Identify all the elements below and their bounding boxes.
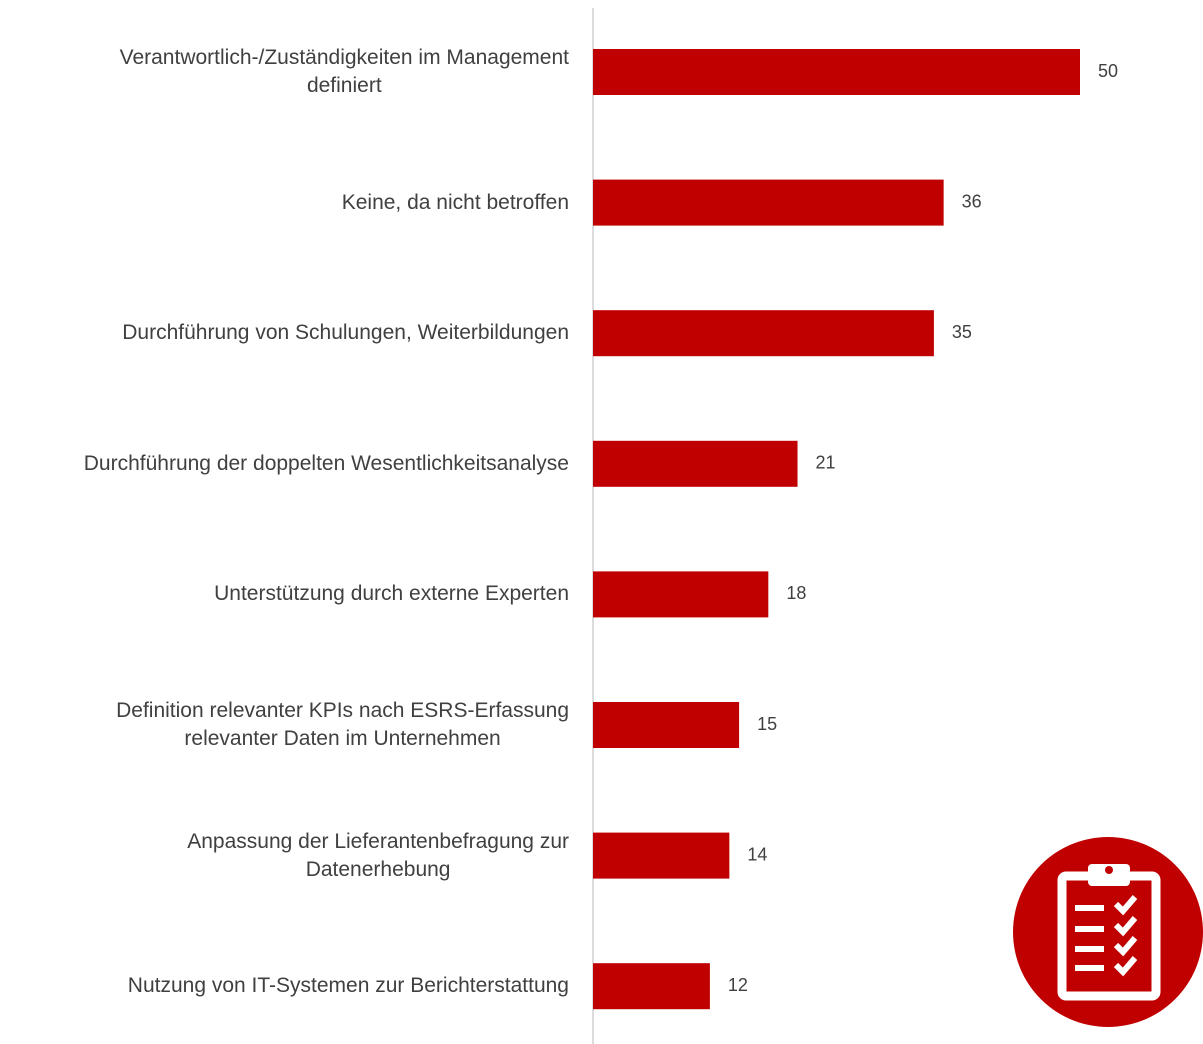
bar bbox=[593, 832, 730, 879]
value-label: 18 bbox=[786, 583, 806, 603]
bar bbox=[593, 49, 1080, 95]
category-label: Keine, da nicht betroffen bbox=[341, 190, 569, 214]
value-label: 21 bbox=[816, 453, 836, 473]
value-label: 14 bbox=[747, 844, 767, 864]
category-label: Definition relevanter KPIs nach ESRS-Erf… bbox=[116, 699, 569, 750]
bar bbox=[593, 702, 740, 748]
value-label: 12 bbox=[728, 975, 748, 995]
category-label: Durchführung der doppelten Wesentlichkei… bbox=[83, 451, 569, 475]
category-label: Verantwortlich-/Zuständigkeiten im Manag… bbox=[119, 46, 569, 97]
bar bbox=[593, 963, 710, 1010]
bar bbox=[593, 440, 798, 487]
bar bbox=[593, 310, 934, 357]
value-label: 36 bbox=[962, 191, 982, 211]
value-label: 35 bbox=[952, 322, 972, 342]
category-label: Anpassung der Lieferantenbefragung zur D… bbox=[187, 829, 569, 881]
bar bbox=[593, 571, 769, 618]
bar bbox=[593, 179, 944, 226]
category-label: Unterstützung durch externe Experten bbox=[214, 582, 569, 606]
clipboard-icon bbox=[1013, 837, 1203, 1027]
category-label: Durchführung von Schulungen, Weiterbildu… bbox=[122, 321, 569, 345]
value-label: 50 bbox=[1098, 61, 1118, 81]
category-label: Nutzung von IT-Systemen zur Berichtersta… bbox=[127, 974, 569, 998]
value-label: 15 bbox=[757, 714, 777, 734]
